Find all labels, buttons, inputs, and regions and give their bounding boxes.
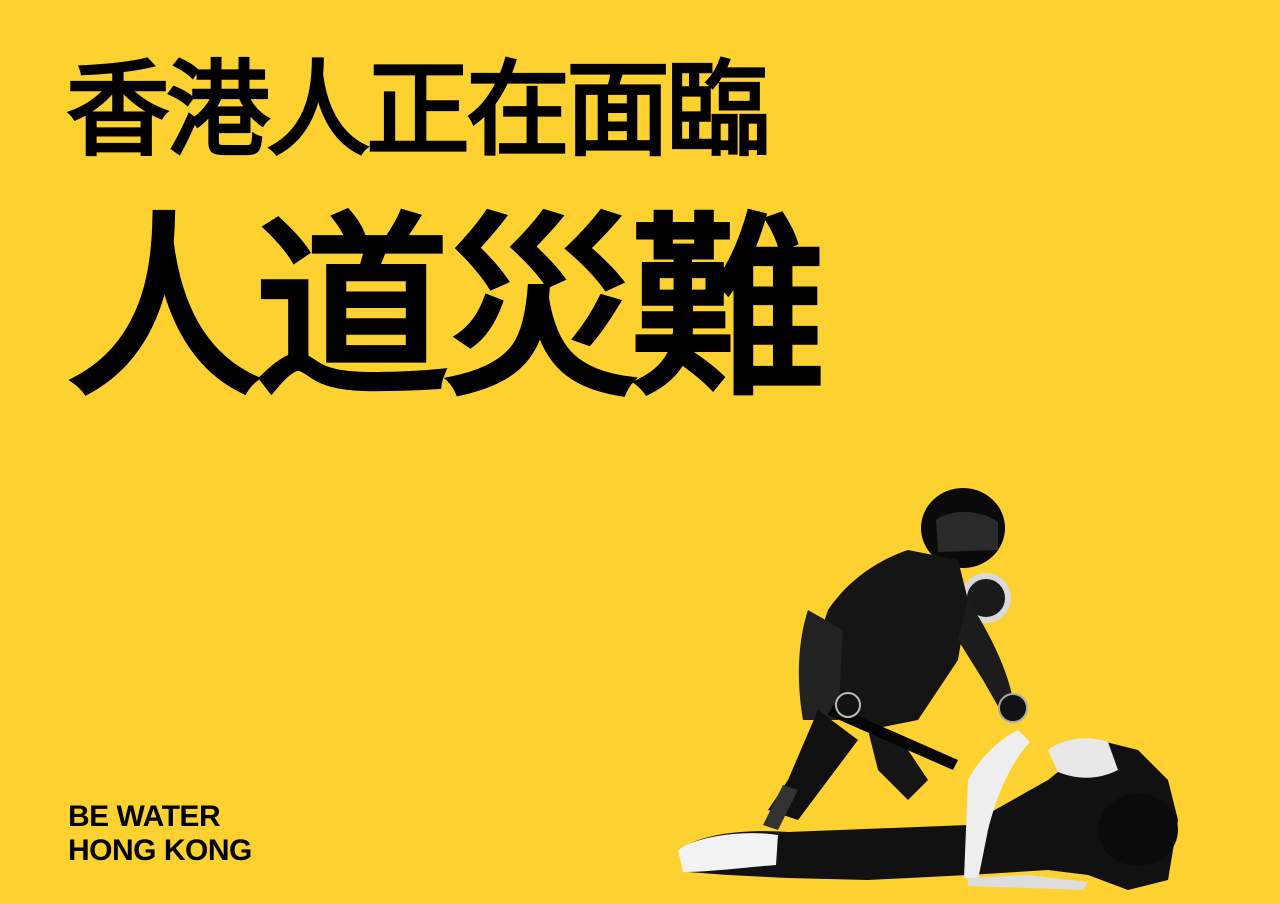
- slogan-line-1: BE WATER: [68, 800, 221, 833]
- headline-line-2: 人道災難: [66, 196, 826, 424]
- riot-police-photo-illustration: [678, 488, 1178, 890]
- lying-person-figure: [678, 730, 1178, 890]
- headline-line-1: 香港人正在面臨: [66, 49, 770, 171]
- slogan-line-2: HONG KONG: [68, 834, 252, 867]
- riot-police-figure: [763, 488, 1028, 830]
- slogan: BE WATER HONG KONG: [68, 800, 252, 868]
